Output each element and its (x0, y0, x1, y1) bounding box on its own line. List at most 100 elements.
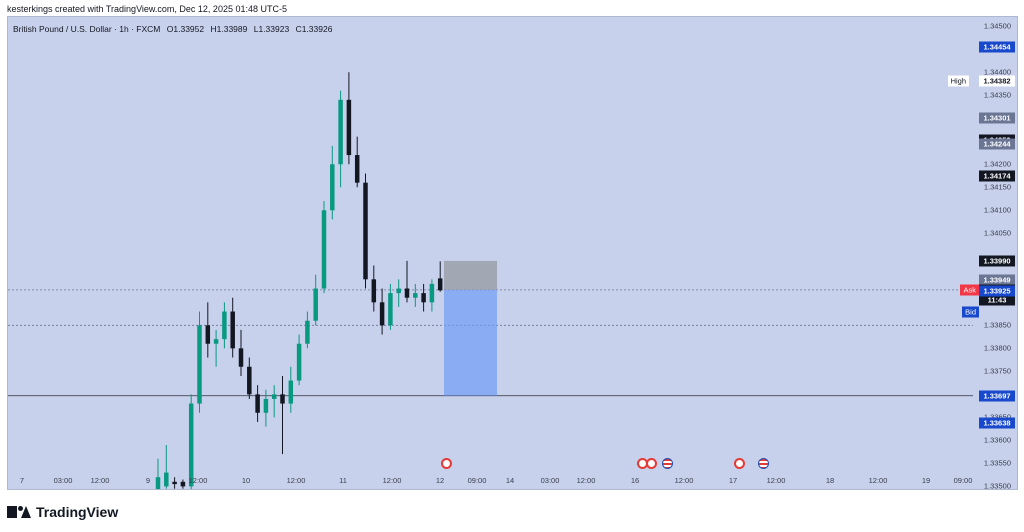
price-axis[interactable]: 1.34500 1.34400 1.34350 1.34200 1.34150 1.341… (971, 17, 1017, 490)
candle-body (238, 348, 244, 367)
candle-body (371, 279, 377, 303)
candle-body (388, 293, 393, 326)
gb-flag-icon[interactable] (734, 458, 745, 469)
price-tag: 1.33925 (979, 285, 1015, 297)
price-tag: 1.34244 (979, 138, 1015, 150)
time-tick-label: 12:00 (576, 476, 596, 485)
candle-body (413, 293, 418, 298)
tradingview-wordmark: TradingView (36, 504, 119, 520)
candle-body (288, 380, 294, 404)
price-tick-label: 1.34100 (983, 205, 1011, 215)
candle-body (437, 278, 443, 291)
price-tag: 1.34382 (979, 75, 1015, 86)
chart-pane[interactable]: British Pound / U.S. Dollar · 1h · FXCM … (7, 16, 1018, 490)
candle-body (197, 325, 202, 404)
time-tick-label: 12:00 (188, 476, 208, 485)
time-tick-label: 10 (241, 476, 251, 485)
price-tick-label: 1.33850 (983, 320, 1011, 330)
gb-flag-icon[interactable] (441, 458, 452, 469)
price-tick-label: 1.33650 (984, 413, 1011, 422)
price-tick-label: 1.34400 (983, 67, 1011, 77)
legend-symbol: British Pound / U.S. Dollar · 1h · FXCM (13, 24, 161, 34)
price-tick-label: 1.33550 (983, 458, 1011, 468)
price-tag: 1.34301 (979, 112, 1015, 124)
candle-body (180, 481, 186, 487)
price-tag: 11:43 (979, 294, 1015, 306)
time-tick-label: 12:00 (868, 476, 888, 485)
time-tick-label: 18 (825, 476, 835, 485)
time-tick-label: 12:00 (382, 476, 402, 485)
candle-body (346, 99, 352, 156)
time-tick-label: 09:00 (467, 476, 487, 485)
legend-open: O1.33952 (166, 24, 205, 34)
candle-body (172, 481, 177, 485)
legend-close: C1.33926 (295, 24, 333, 34)
candle-body (421, 293, 426, 303)
price-tick-label: 1.34350 (983, 90, 1011, 100)
ask-label: Ask (960, 284, 979, 296)
price-tick-label: 1.33800 (983, 343, 1011, 353)
attribution-text: kesterkings created with TradingView.com… (7, 4, 287, 14)
candle-body (188, 403, 194, 487)
price-tick-label: 1.34500 (983, 21, 1011, 31)
gb-flag-icon[interactable] (646, 458, 657, 469)
price-tick-label: 1.34150 (983, 182, 1011, 192)
time-tick-label: 16 (630, 476, 640, 485)
price-tick-label: 1.33750 (983, 366, 1011, 376)
time-tick-label: 09:00 (953, 476, 973, 485)
candle-body (305, 320, 310, 344)
us-flag-icon[interactable] (758, 458, 769, 469)
us-flag-icon[interactable] (662, 458, 673, 469)
time-tick-label: 17 (728, 476, 738, 485)
price-tick-label: 1.33500 (983, 481, 1011, 490)
time-tick-label: 9 (145, 476, 151, 485)
attribution-bar: kesterkings created with TradingView.com… (0, 0, 1024, 16)
candle-body (354, 155, 360, 183)
candle-body (230, 311, 235, 349)
candle-body (396, 288, 401, 294)
time-tick-label: 12:00 (674, 476, 694, 485)
price-tick-label: 1.34200 (983, 159, 1011, 169)
candle-body (338, 99, 343, 165)
candle-body (263, 398, 269, 413)
candle-body (429, 283, 435, 303)
time-tick-label: 12:00 (90, 476, 110, 485)
tradingview-logo: TradingView (7, 500, 118, 524)
price-tag: 1.33949 (979, 274, 1015, 286)
candle-body (247, 366, 252, 395)
price-tick-label: 1.33600 (983, 435, 1011, 445)
time-tick-label: 12:00 (766, 476, 786, 485)
price-tick-label: 1.34050 (983, 228, 1011, 238)
time-tick-label: 19 (921, 476, 931, 485)
time-axis[interactable]: 7 03:00 12:00 9 12:00 10 12:00 11 12:00 12 09:00 14… (8, 473, 973, 489)
candle-body (321, 210, 327, 289)
position-stop-zone (444, 260, 497, 290)
time-tick-label: 11 (339, 476, 347, 485)
candle-body (379, 302, 385, 326)
time-tick-label: 14 (505, 476, 515, 485)
symbol-legend: British Pound / U.S. Dollar · 1h · FXCM … (13, 24, 336, 34)
candle-body (313, 288, 318, 321)
price-tag: 1.34174 (979, 170, 1015, 182)
candle-body (296, 343, 302, 381)
price-tag: 1.33638 (979, 417, 1015, 429)
candle-body (255, 394, 260, 413)
time-tick-label: 03:00 (53, 476, 73, 485)
candle-body (164, 472, 169, 487)
candle-body (280, 394, 285, 404)
candle-body (404, 288, 410, 298)
time-tick-label: 03:00 (540, 476, 560, 485)
time-tick-label: 12:00 (286, 476, 306, 485)
time-tick-label: 12 (435, 476, 445, 485)
position-target-zone (444, 289, 497, 396)
tradingview-logo-icon (7, 505, 31, 519)
candle-body (213, 339, 219, 344)
price-tag: 1.33990 (979, 255, 1015, 267)
time-tick-label: 7 (19, 476, 25, 485)
candle-body (155, 477, 161, 489)
candle-body (271, 394, 277, 399)
candle-body (363, 182, 368, 280)
candlestick-chart[interactable] (8, 17, 1018, 490)
bid-label: Bid (962, 306, 979, 318)
candle-body (205, 325, 211, 344)
